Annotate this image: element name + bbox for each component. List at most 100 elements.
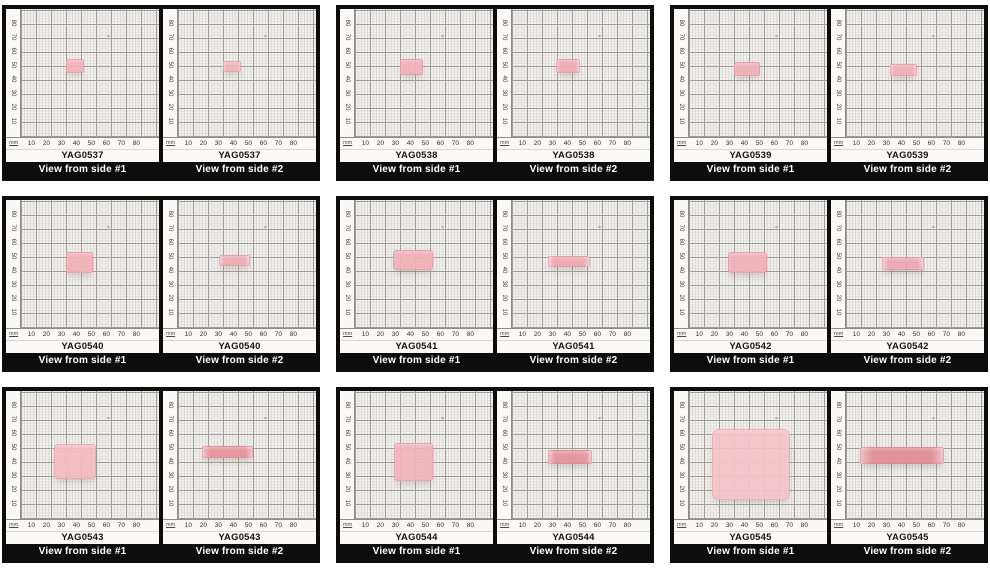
y-tick-label: 40 [501, 457, 507, 465]
crystal-sample [394, 442, 433, 481]
x-tick-label: 50 [87, 522, 95, 529]
y-tick-label: 40 [344, 266, 350, 274]
x-tick-label: 80 [289, 140, 297, 147]
x-tick-label: 50 [244, 140, 252, 147]
sample-view: 80 70 60 50 40 30 20 10 mm 10 20 30 40 50 60 70 80 YAG… [674, 391, 827, 559]
y-tick-label: 30 [344, 280, 350, 288]
y-tick-label: 60 [10, 47, 16, 55]
x-tick-label: 20 [42, 140, 50, 147]
sample-panel: 80 70 60 50 40 30 20 10 mm 10 20 30 40 50 60 70 80 YAG… [2, 387, 320, 563]
sample-id-label: YAG0545 [831, 531, 984, 544]
ruler-unit-label: mm [166, 140, 176, 146]
y-tick-label: 40 [835, 266, 841, 274]
graph-paper-photo: 80 70 60 50 40 30 20 10 mm 10 20 30 40 50 60 70 80 [163, 200, 316, 340]
x-tick-label: 60 [770, 140, 778, 147]
graph-paper-grid [846, 9, 984, 137]
y-tick-label: 50 [344, 61, 350, 69]
y-tick-label: 20 [10, 294, 16, 302]
y-tick-label: 50 [10, 252, 16, 260]
x-tick-label: 80 [957, 140, 965, 147]
sample-panel: 80 70 60 50 40 30 20 10 mm 10 20 30 40 50 60 70 80 YAG… [336, 196, 654, 372]
view-caption: View from side #1 [6, 544, 159, 559]
ruler-unit-label: mm [500, 331, 510, 337]
y-tick-label: 20 [835, 294, 841, 302]
y-tick-label: 40 [10, 457, 16, 465]
x-tick-label: 20 [710, 140, 718, 147]
x-axis-ruler: mm 10 20 30 40 50 60 70 80 [163, 137, 316, 149]
x-tick-label: 20 [533, 331, 541, 338]
y-tick-label: 60 [10, 429, 16, 437]
graph-paper-photo: 80 70 60 50 40 30 20 10 mm 10 20 30 40 50 60 70 80 [163, 9, 316, 149]
sample-view: 80 70 60 50 40 30 20 10 mm 10 20 30 40 50 60 70 80 YAG… [497, 391, 650, 559]
x-tick-label: 10 [184, 331, 192, 338]
y-axis-ruler: 80 70 60 50 40 30 20 10 [163, 9, 178, 137]
y-tick-label: 10 [344, 117, 350, 125]
x-tick-label: 60 [436, 522, 444, 529]
y-tick-label: 30 [167, 471, 173, 479]
x-tick-label: 60 [593, 522, 601, 529]
y-tick-label: 80 [501, 210, 507, 218]
y-tick-label: 70 [835, 224, 841, 232]
x-tick-label: 80 [132, 331, 140, 338]
crystal-sample [889, 63, 917, 77]
y-tick-label: 30 [501, 280, 507, 288]
x-tick-label: 40 [72, 522, 80, 529]
x-tick-label: 20 [376, 140, 384, 147]
y-tick-label: 10 [678, 117, 684, 125]
view-caption: View from side #2 [831, 353, 984, 368]
view-caption: View from side #1 [674, 353, 827, 368]
x-tick-label: 20 [199, 522, 207, 529]
y-tick-label: 80 [501, 19, 507, 27]
sample-panel: 80 70 60 50 40 30 20 10 mm 10 20 30 40 50 60 70 80 YAG… [670, 5, 988, 181]
x-tick-label: 20 [199, 331, 207, 338]
y-tick-label: 10 [344, 308, 350, 316]
y-tick-label: 60 [501, 47, 507, 55]
x-tick-label: 40 [897, 331, 905, 338]
x-tick-label: 80 [623, 140, 631, 147]
ruler-unit-label: mm [500, 522, 510, 528]
x-tick-label: 10 [518, 331, 526, 338]
x-tick-label: 70 [117, 331, 125, 338]
y-axis-ruler: 80 70 60 50 40 30 20 10 [674, 200, 689, 328]
graph-paper-grid [355, 200, 493, 328]
crystal-sample [66, 251, 93, 273]
y-tick-label: 10 [835, 308, 841, 316]
ruler-unit-label: mm [166, 331, 176, 337]
graph-paper-grid [689, 391, 827, 519]
x-tick-label: 60 [436, 140, 444, 147]
graph-paper-photo: 80 70 60 50 40 30 20 10 mm 10 20 30 40 50 60 70 80 [674, 200, 827, 340]
y-tick-label: 50 [10, 61, 16, 69]
x-tick-label: 60 [593, 331, 601, 338]
x-tick-label: 70 [942, 331, 950, 338]
sample-id-label: YAG0538 [497, 149, 650, 162]
x-tick-label: 20 [533, 522, 541, 529]
sample-id-label: YAG0539 [674, 149, 827, 162]
x-tick-label: 60 [259, 522, 267, 529]
ruler-unit-label: mm [343, 522, 353, 528]
ruler-unit-label: mm [834, 522, 844, 528]
sample-view: 80 70 60 50 40 30 20 10 mm 10 20 30 40 50 60 70 80 YAG… [831, 391, 984, 559]
y-tick-label: 60 [344, 429, 350, 437]
x-tick-label: 40 [406, 140, 414, 147]
y-tick-label: 40 [835, 457, 841, 465]
view-caption: View from side #2 [831, 162, 984, 177]
sample-id-label: YAG0544 [497, 531, 650, 544]
y-tick-label: 70 [678, 224, 684, 232]
graph-paper-photo: 80 70 60 50 40 30 20 10 mm 10 20 30 40 50 60 70 80 [831, 200, 984, 340]
y-tick-label: 20 [678, 103, 684, 111]
x-tick-label: 20 [376, 331, 384, 338]
y-tick-label: 80 [344, 19, 350, 27]
y-tick-label: 30 [344, 471, 350, 479]
y-tick-label: 40 [501, 266, 507, 274]
x-tick-label: 10 [27, 140, 35, 147]
y-tick-label: 20 [678, 294, 684, 302]
x-tick-label: 30 [391, 140, 399, 147]
y-tick-label: 60 [501, 429, 507, 437]
y-axis-ruler: 80 70 60 50 40 30 20 10 [497, 200, 512, 328]
y-tick-label: 50 [501, 252, 507, 260]
x-tick-label: 80 [466, 140, 474, 147]
y-tick-label: 70 [344, 224, 350, 232]
x-tick-label: 30 [725, 331, 733, 338]
x-tick-label: 60 [770, 331, 778, 338]
